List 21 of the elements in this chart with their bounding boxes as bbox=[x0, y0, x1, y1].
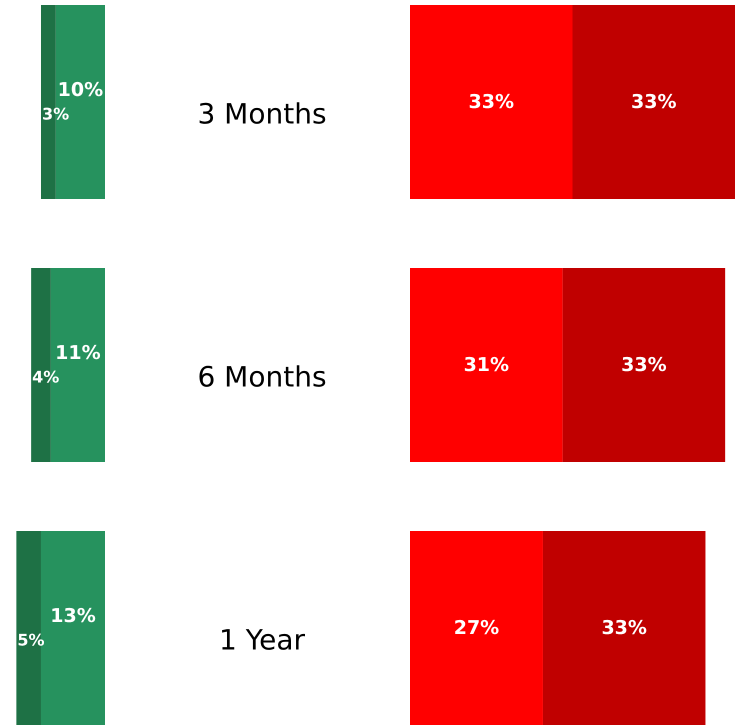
data-label: 4% bbox=[32, 368, 60, 386]
bar bbox=[410, 531, 543, 725]
bar bbox=[542, 531, 706, 725]
data-label: 11% bbox=[55, 342, 101, 364]
y-tick-label: 6 Months bbox=[197, 360, 327, 394]
data-label: 33% bbox=[621, 354, 667, 376]
y-tick-label: 3 Months bbox=[197, 98, 327, 130]
data-label: 33% bbox=[601, 617, 647, 639]
bar bbox=[410, 5, 572, 199]
data-label: 10% bbox=[58, 79, 104, 101]
bar bbox=[572, 5, 735, 199]
bar bbox=[562, 268, 726, 462]
y-tick-label: 1 Year bbox=[219, 624, 306, 656]
data-label: 33% bbox=[468, 91, 514, 113]
bar bbox=[410, 268, 563, 462]
data-label: 13% bbox=[50, 605, 96, 627]
data-label: 33% bbox=[631, 91, 676, 113]
data-label: 5% bbox=[17, 630, 45, 650]
data-label: 27% bbox=[454, 617, 500, 639]
data-label: 3% bbox=[42, 104, 70, 124]
data-label: 31% bbox=[464, 354, 510, 376]
